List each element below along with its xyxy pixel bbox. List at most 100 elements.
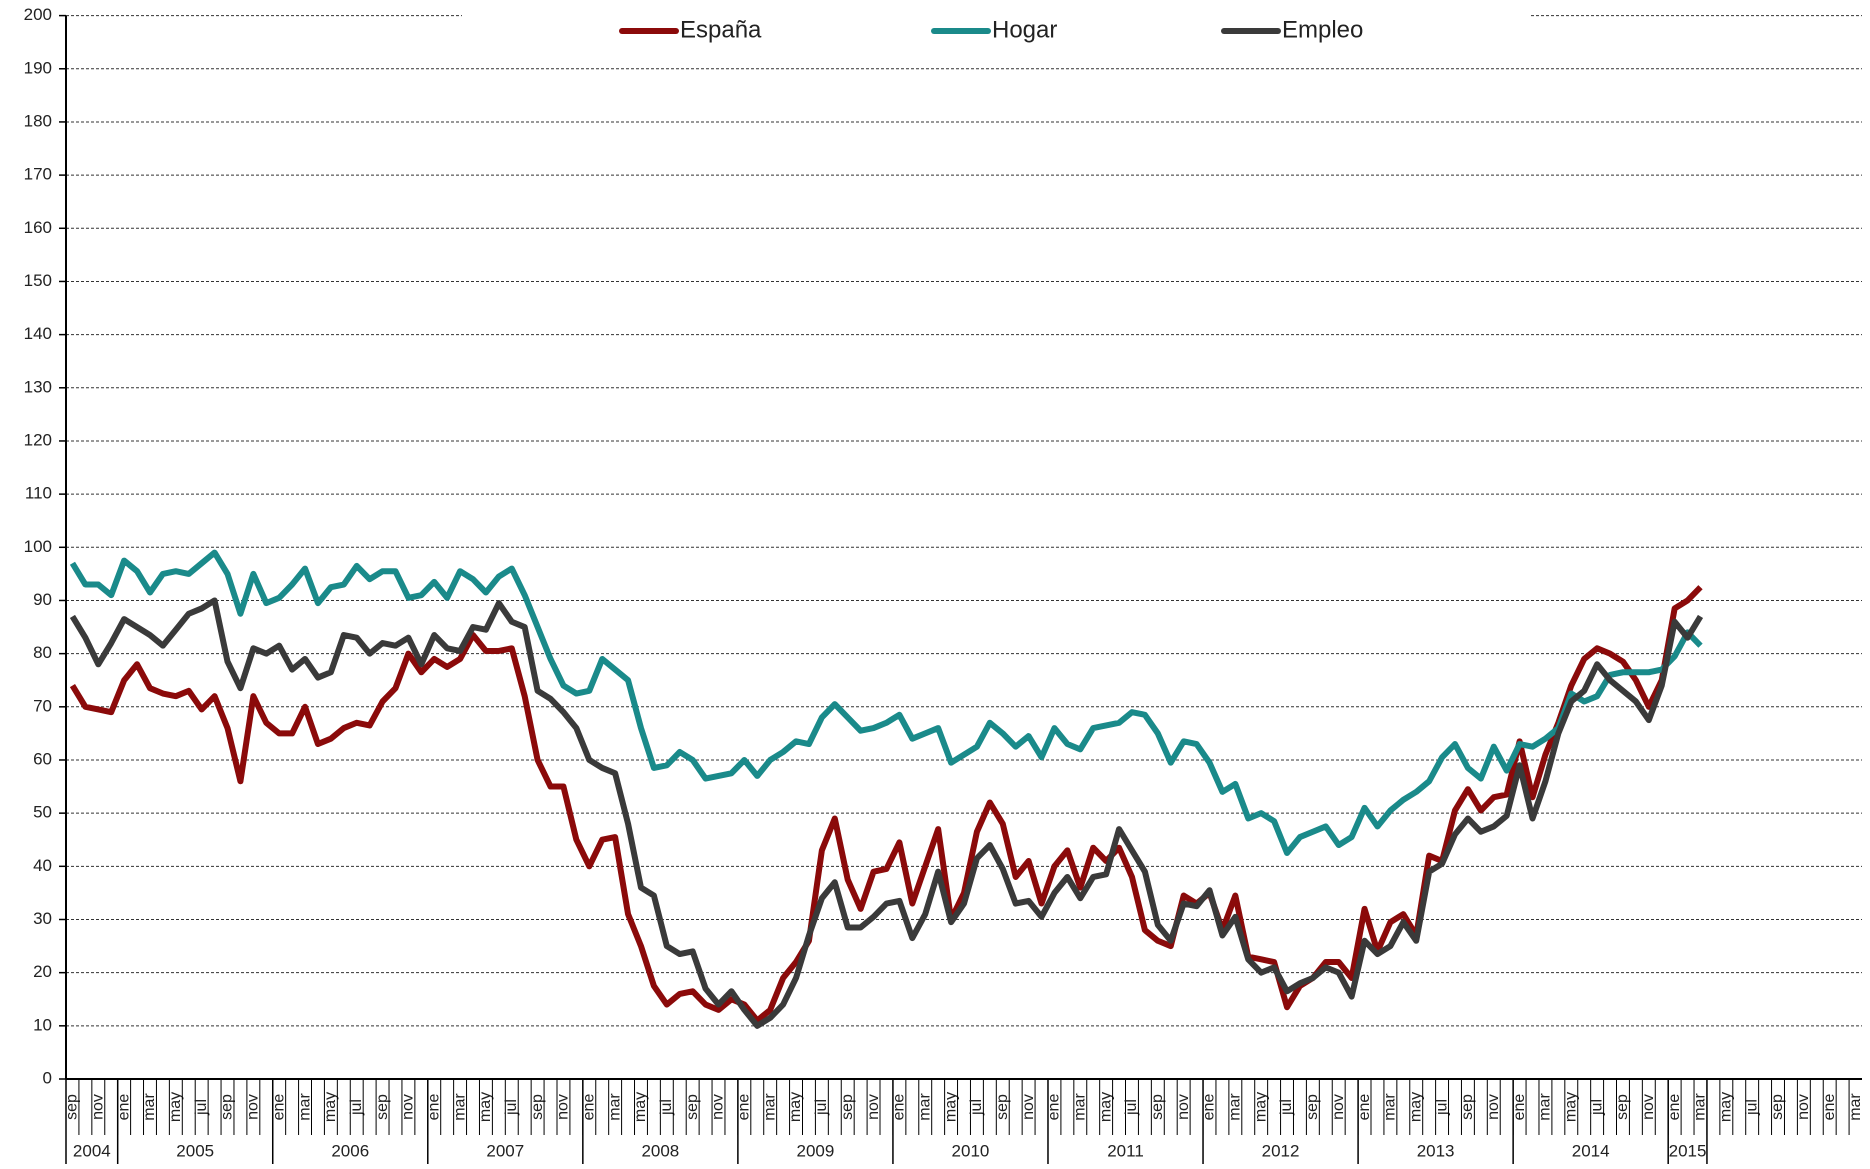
- x-tick-label: may: [942, 1092, 959, 1122]
- x-tick-label: nov: [1330, 1094, 1347, 1120]
- x-tick-label: may: [787, 1092, 804, 1122]
- year-label: 2011: [1107, 1141, 1144, 1160]
- x-tick-label: nov: [400, 1094, 417, 1120]
- x-tick-label: mar: [141, 1093, 158, 1121]
- x-tick-label: nov: [1175, 1094, 1192, 1120]
- year-label: 2015: [1669, 1141, 1707, 1160]
- x-tick-label: mar: [606, 1093, 623, 1121]
- x-tick-label: ene: [1201, 1094, 1218, 1121]
- x-tick-label: jul: [1123, 1099, 1140, 1116]
- x-tick-label: mar: [1227, 1093, 1244, 1121]
- x-tick-label: sep: [839, 1094, 856, 1120]
- x-tick-label: sep: [1459, 1094, 1476, 1120]
- year-label: 2007: [486, 1141, 524, 1160]
- year-label: 2012: [1262, 1141, 1300, 1160]
- x-tick-label: may: [1562, 1092, 1579, 1122]
- legend-label: Hogar: [992, 16, 1057, 43]
- x-tick-label: jul: [193, 1099, 210, 1116]
- x-tick-label: sep: [529, 1094, 546, 1120]
- x-tick-label: sep: [1149, 1094, 1166, 1120]
- x-tick-label: ene: [581, 1094, 598, 1121]
- y-tick-label: 50: [33, 803, 52, 822]
- y-tick-label: 160: [24, 218, 52, 237]
- y-tick-label: 20: [33, 962, 52, 981]
- legend-label: España: [680, 16, 762, 43]
- y-tick-label: 10: [33, 1015, 52, 1034]
- year-label: 2013: [1417, 1141, 1455, 1160]
- x-tick-label: mar: [1382, 1093, 1399, 1121]
- x-tick-label: ene: [1666, 1094, 1683, 1121]
- y-tick-label: 170: [24, 165, 52, 184]
- y-tick-label: 150: [24, 271, 52, 290]
- x-tick-label: may: [632, 1092, 649, 1122]
- year-label: 2005: [176, 1141, 214, 1160]
- y-tick-label: 100: [24, 537, 52, 556]
- series-line: [69, 597, 1704, 1029]
- x-tick-label: ene: [425, 1094, 442, 1121]
- series-line: [69, 585, 1703, 1024]
- x-tick-label: may: [1407, 1092, 1424, 1122]
- y-tick-label: 70: [33, 696, 52, 715]
- x-tick-label: jul: [658, 1099, 675, 1116]
- x-tick-label: jul: [968, 1099, 985, 1116]
- year-label: 2014: [1572, 1141, 1610, 1160]
- y-tick-label: 110: [25, 484, 52, 503]
- legend-label: Empleo: [1282, 16, 1363, 43]
- x-tick-label: mar: [1692, 1093, 1709, 1121]
- y-tick-label: 140: [24, 324, 52, 343]
- x-tick-label: sep: [684, 1094, 701, 1120]
- x-tick-label: mar: [296, 1093, 313, 1121]
- y-tick-label: 30: [33, 909, 52, 928]
- year-label: 2006: [331, 1141, 369, 1160]
- year-label: 2004: [73, 1141, 111, 1160]
- x-tick-label: nov: [865, 1094, 882, 1120]
- x-tick-label: ene: [270, 1094, 287, 1121]
- y-tick-label: 40: [33, 856, 52, 875]
- x-tick-label: nov: [90, 1094, 107, 1120]
- x-tick-label: jul: [503, 1099, 520, 1116]
- x-tick-label: jul: [348, 1099, 365, 1116]
- x-tick-label: ene: [1046, 1094, 1063, 1121]
- year-label: 2009: [796, 1141, 834, 1160]
- x-tick-label: nov: [710, 1094, 727, 1120]
- x-tick-label: mar: [1072, 1093, 1089, 1121]
- year-label: 2010: [952, 1141, 990, 1160]
- x-tick-label: nov: [1640, 1094, 1657, 1120]
- x-tick-label: nov: [1485, 1094, 1502, 1120]
- x-tick-label: jul: [1278, 1099, 1295, 1116]
- x-tick-label: sep: [219, 1094, 236, 1120]
- x-tick-label: sep: [64, 1094, 81, 1120]
- x-tick-label: ene: [1821, 1094, 1838, 1121]
- x-tick-label: mar: [451, 1093, 468, 1121]
- x-tick-label: nov: [555, 1094, 572, 1120]
- year-label: 2008: [641, 1141, 679, 1160]
- x-tick-label: jul: [813, 1099, 830, 1116]
- x-tick-label: mar: [916, 1093, 933, 1121]
- x-tick-label: nov: [1020, 1094, 1037, 1120]
- y-tick-label: 60: [33, 749, 52, 768]
- x-tick-label: jul: [1588, 1099, 1605, 1116]
- x-tick-label: may: [477, 1092, 494, 1122]
- y-tick-label: 130: [24, 377, 52, 396]
- x-tick-label: sep: [1614, 1094, 1631, 1120]
- x-tick-label: ene: [1511, 1094, 1528, 1121]
- legend-background: [462, 0, 1530, 30]
- x-tick-label: ene: [115, 1094, 132, 1121]
- x-tick-label: may: [1252, 1092, 1269, 1122]
- x-tick-label: mar: [761, 1093, 778, 1121]
- x-tick-label: ene: [891, 1094, 908, 1121]
- x-tick-label: jul: [1433, 1099, 1450, 1116]
- x-tick-label: mar: [1537, 1093, 1554, 1121]
- x-tick-label: sep: [1304, 1094, 1321, 1120]
- x-tick-label: ene: [1356, 1094, 1373, 1121]
- y-tick-label: 90: [33, 590, 52, 609]
- x-tick-label: sep: [1769, 1094, 1786, 1120]
- x-tick-label: sep: [374, 1094, 391, 1120]
- x-tick-label: may: [1718, 1092, 1735, 1122]
- x-tick-label: ene: [736, 1094, 753, 1121]
- series-line: [69, 549, 1703, 857]
- x-tick-label: may: [322, 1092, 339, 1122]
- x-tick-label: sep: [994, 1094, 1011, 1120]
- x-tick-label: nov: [245, 1094, 262, 1120]
